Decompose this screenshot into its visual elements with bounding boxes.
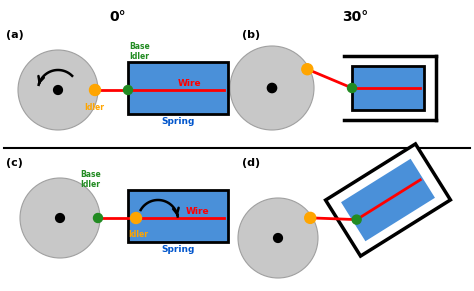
Circle shape [347,84,356,93]
Circle shape [130,212,142,223]
Circle shape [305,212,316,223]
Text: (c): (c) [6,158,23,168]
Text: Idler: Idler [84,103,104,112]
Circle shape [238,198,318,278]
Circle shape [267,84,277,93]
Polygon shape [326,144,450,256]
Text: (b): (b) [242,30,260,40]
Text: Idler: Idler [128,230,148,239]
Bar [128,62,228,114]
Circle shape [90,84,100,95]
Circle shape [230,46,314,130]
Text: Base
Idler: Base Idler [80,170,101,189]
Text: Wire: Wire [186,207,210,216]
Bar [128,190,228,242]
Bar [352,66,424,110]
Text: Spring: Spring [161,245,195,254]
Circle shape [18,50,98,130]
Polygon shape [341,159,435,241]
Text: Spring: Spring [161,117,195,126]
Bar [128,62,228,114]
Circle shape [55,214,64,222]
Text: Wire: Wire [178,79,202,88]
Circle shape [302,64,313,75]
Circle shape [54,86,63,94]
Circle shape [20,178,100,258]
Bar [352,66,424,110]
Circle shape [352,215,361,224]
Text: (d): (d) [242,158,260,168]
Bar [128,190,228,242]
Text: 30°: 30° [342,10,368,24]
Text: 0°: 0° [109,10,126,24]
Circle shape [124,86,133,95]
Text: Base
Idler: Base Idler [129,42,150,61]
Circle shape [93,214,102,223]
Text: (a): (a) [6,30,24,40]
Circle shape [273,234,283,242]
